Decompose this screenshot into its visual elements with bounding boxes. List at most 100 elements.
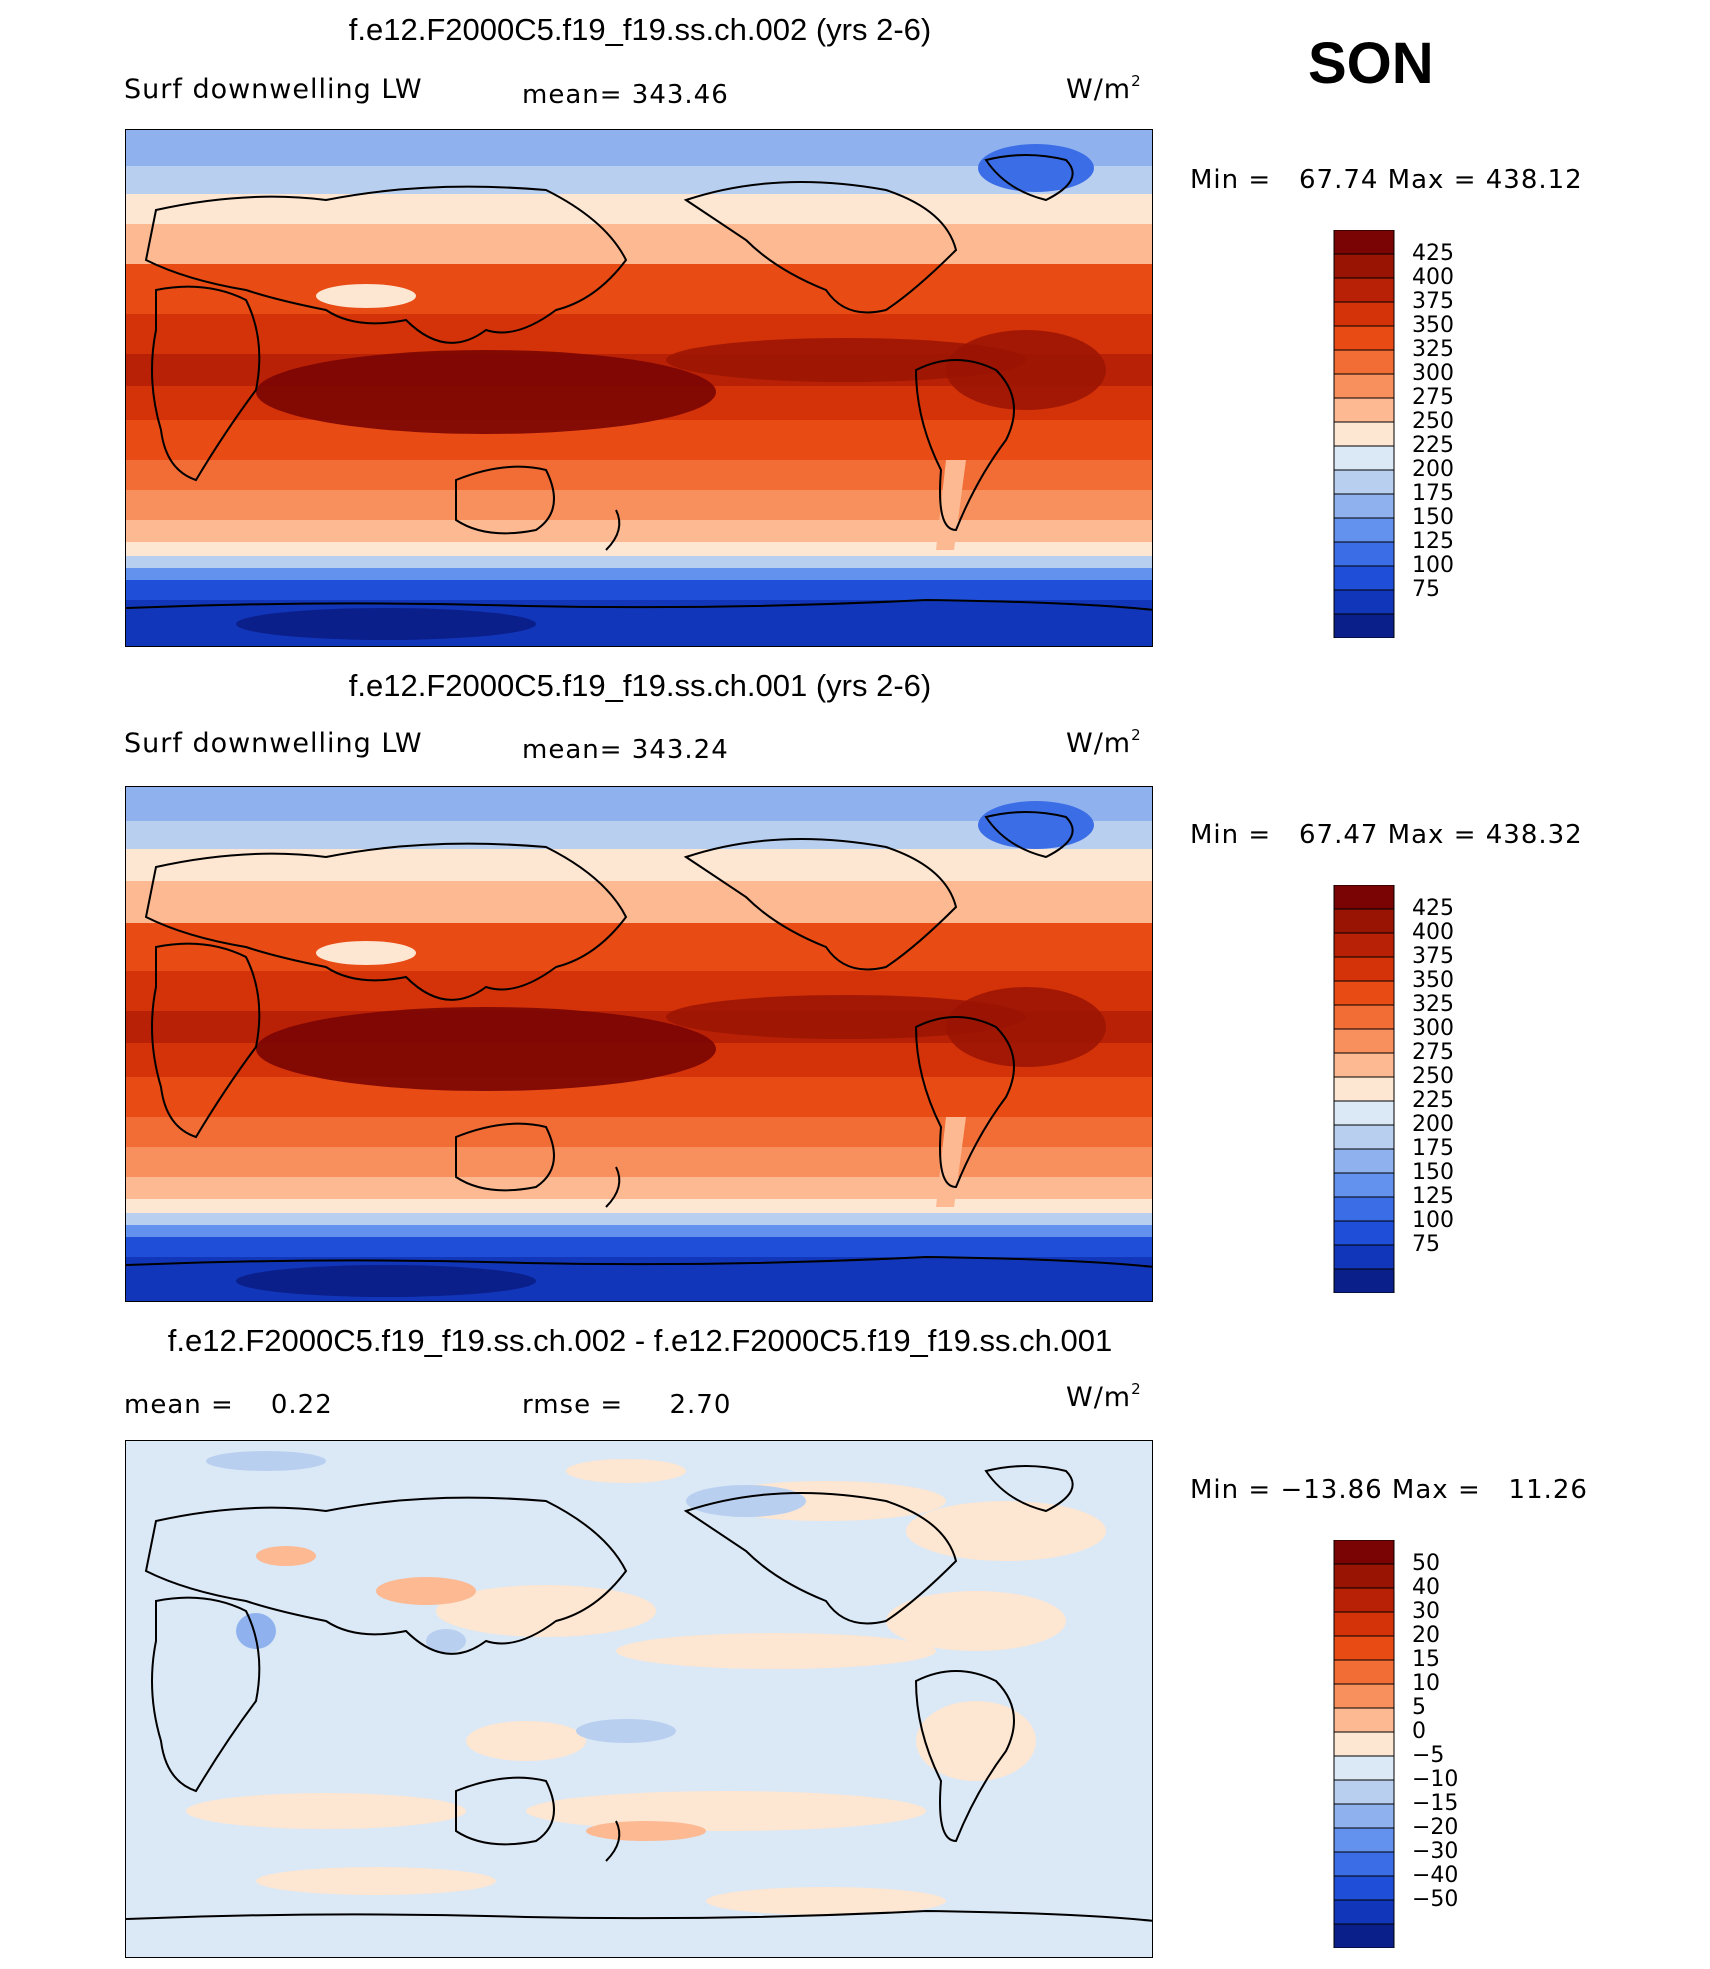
colorbar-segment [1333,1124,1395,1150]
colorbar-segment [1333,1923,1395,1948]
colorbar-tick-label: 425 [1412,896,1454,921]
colorbar-segment [1333,230,1395,255]
colorbar-tick-label: 50 [1412,1551,1440,1576]
colorbar-tick-label: 175 [1412,1136,1454,1161]
colorbar-segment [1333,1659,1395,1685]
colorbar-segment [1333,1779,1395,1805]
colorbar-tick-label: 100 [1412,553,1454,578]
colorbar-tick-label: −50 [1412,1887,1459,1912]
colorbar-segment [1333,932,1395,958]
colorbar-segment [1333,1268,1395,1293]
colorbar-segment [1333,613,1395,638]
colorbar-segment [1333,980,1395,1006]
panel-1-unit-label: W/m2 [1066,72,1142,105]
colorbar-segment [1333,1707,1395,1733]
panel-2-map-field [126,787,1152,1301]
colorbar-tick-label: −5 [1412,1743,1445,1768]
colorbar-segment [1333,493,1395,519]
panel-3-colorbar [1333,1540,1395,1948]
colorbar-tick-label: 20 [1412,1623,1440,1648]
colorbar-tick-label: −20 [1412,1815,1459,1840]
colorbar-tick-label: 30 [1412,1599,1440,1624]
panel-2-title: f.e12.F2000C5.f19_f19.ss.ch.001 (yrs 2-6… [348,668,932,703]
colorbar-segment [1333,397,1395,423]
colorbar-segment [1333,1052,1395,1078]
colorbar-tick-label: 250 [1412,409,1454,434]
panel-3-colorbar-ticks: 50 40 30 20 15 10 5 0 −5 −10 −15 −20 −30 −40 −50 [1412,1540,1492,1948]
colorbar-segment [1333,885,1395,910]
colorbar-tick-label: 150 [1412,1160,1454,1185]
colorbar-segment [1333,1827,1395,1853]
colorbar-segment [1333,1731,1395,1757]
panel-2-mean-label: mean= 343.24 [522,735,729,765]
colorbar-tick-label: 10 [1412,1671,1440,1696]
panel-2-colorbar-svg [1333,885,1395,1293]
colorbar-tick-label: 400 [1412,265,1454,290]
colorbar-tick-label: 375 [1412,944,1454,969]
colorbar-segment [1333,421,1395,447]
colorbar-tick-label: 125 [1412,529,1454,554]
colorbar-tick-label: 200 [1412,1112,1454,1137]
colorbar-segment [1333,469,1395,495]
colorbar-segment [1333,1220,1395,1246]
colorbar-segment [1333,517,1395,543]
panel-2-colorbar-ticks: 425 400 375 350 325 300 275 250 225 200 175 150 125 1… [1412,885,1492,1293]
colorbar-tick-label: 275 [1412,1040,1454,1065]
colorbar-tick-label: 200 [1412,457,1454,482]
colorbar-segment [1333,1100,1395,1126]
colorbar-tick-label: 150 [1412,505,1454,530]
colorbar-tick-label: 15 [1412,1647,1440,1672]
colorbar-tick-label: 400 [1412,920,1454,945]
panel-1-title: f.e12.F2000C5.f19_f19.ss.ch.002 (yrs 2-6… [348,12,932,47]
colorbar-tick-label: 425 [1412,241,1454,266]
panel-1-map [125,129,1153,647]
colorbar-segment [1333,1196,1395,1222]
panel-3-map-field [126,1441,1152,1957]
colorbar-segment [1333,1172,1395,1198]
colorbar-segment [1333,1004,1395,1030]
colorbar-tick-label: 325 [1412,337,1454,362]
colorbar-segment [1333,1755,1395,1781]
panel-2-colorbar [1333,885,1395,1293]
colorbar-tick-label: 75 [1412,577,1440,602]
colorbar-tick-label: −10 [1412,1767,1459,1792]
colorbar-tick-label: 175 [1412,481,1454,506]
colorbar-tick-label: −15 [1412,1791,1459,1816]
panel-3-mean-label: mean = 0.22 [124,1390,333,1420]
panel-1-colorbar-svg [1333,230,1395,638]
colorbar-tick-label: 350 [1412,313,1454,338]
colorbar-segment [1333,541,1395,567]
panel-1-mean-label: mean= 343.46 [522,80,729,110]
colorbar-tick-label: −40 [1412,1863,1459,1888]
colorbar-segment [1333,1244,1395,1270]
colorbar-tick-label: 275 [1412,385,1454,410]
colorbar-segment [1333,301,1395,327]
colorbar-segment [1333,349,1395,375]
colorbar-segment [1333,277,1395,303]
colorbar-segment [1333,1611,1395,1637]
colorbar-segment [1333,1851,1395,1877]
colorbar-segment [1333,1683,1395,1709]
colorbar-tick-label: 40 [1412,1575,1440,1600]
colorbar-segment [1333,1875,1395,1901]
colorbar-segment [1333,1587,1395,1613]
panel-3-unit-label: W/m2 [1066,1380,1142,1413]
colorbar-tick-label: 100 [1412,1208,1454,1233]
panel-1-variable-label: Surf downwelling LW [124,74,423,105]
colorbar-tick-label: 5 [1412,1695,1426,1720]
panel-1-colorbar-ticks: 425 400 375 350 325 300 275 250 225 200 175 150 125 1… [1412,230,1492,638]
colorbar-segment [1333,1148,1395,1174]
colorbar-tick-label: 300 [1412,1016,1454,1041]
colorbar-segment [1333,325,1395,351]
panel-2-minmax-label: Min = 67.47 Max = 438.32 [1190,820,1583,850]
colorbar-segment [1333,253,1395,279]
colorbar-segment [1333,1803,1395,1829]
colorbar-segment [1333,1635,1395,1661]
colorbar-segment [1333,1028,1395,1054]
panel-1-map-field [126,130,1152,646]
colorbar-tick-label: 325 [1412,992,1454,1017]
colorbar-segment [1333,589,1395,615]
colorbar-tick-label: 125 [1412,1184,1454,1209]
colorbar-tick-label: 300 [1412,361,1454,386]
colorbar-tick-label: 350 [1412,968,1454,993]
